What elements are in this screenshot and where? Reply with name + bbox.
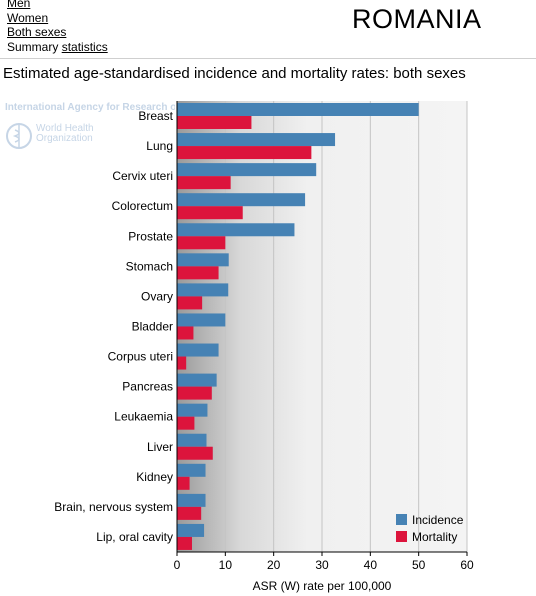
bar-incidence-corpus-uteri — [177, 343, 219, 357]
bar-mortality-stomach — [177, 266, 219, 280]
bar-mortality-lip-oral-cavity — [177, 536, 192, 550]
category-label-cervix-uteri: Cervix uteri — [112, 169, 173, 183]
chart-subtitle: Estimated age-standardised incidence and… — [3, 65, 466, 82]
bar-incidence-ovary — [177, 283, 229, 297]
header-divider — [0, 58, 536, 59]
summary-statistics-link[interactable]: statistics — [61, 39, 108, 54]
category-label-kidney: Kidney — [136, 470, 173, 484]
x-tick-label-30: 30 — [315, 558, 329, 572]
bar-incidence-colorectum — [177, 193, 306, 207]
bar-mortality-cervix-uteri — [177, 176, 231, 190]
category-label-corpus-uteri: Corpus uteri — [108, 350, 173, 364]
category-label-brain-nervous-system: Brain, nervous system — [54, 500, 173, 514]
sex-navigation: Men Women Both sexes Summary statistics — [7, 0, 108, 54]
bar-mortality-prostate — [177, 236, 226, 250]
bar-incidence-pancreas — [177, 373, 217, 387]
bar-mortality-brain-nervous-system — [177, 506, 202, 520]
legend-label-mortality: Mortality — [412, 530, 457, 544]
x-tick-label-10: 10 — [219, 558, 233, 572]
bar-incidence-lung — [177, 133, 336, 147]
x-tick-label-0: 0 — [174, 558, 181, 572]
bar-incidence-lip-oral-cavity — [177, 523, 205, 537]
bar-incidence-kidney — [177, 463, 206, 477]
category-label-liver: Liver — [147, 440, 173, 454]
category-label-bladder: Bladder — [132, 320, 173, 334]
women-link[interactable]: Women — [7, 10, 49, 25]
legend-swatch-incidence — [396, 514, 407, 525]
bar-mortality-ovary — [177, 296, 203, 310]
x-tick-label-60: 60 — [460, 558, 474, 572]
bar-incidence-liver — [177, 433, 207, 447]
bar-mortality-liver — [177, 446, 213, 460]
bar-incidence-breast — [177, 103, 419, 116]
category-label-ovary: Ovary — [141, 289, 173, 303]
bar-mortality-leukaemia — [177, 416, 195, 430]
category-label-lung: Lung — [146, 139, 173, 153]
category-label-colorectum: Colorectum — [112, 199, 173, 213]
category-label-leukaemia: Leukaemia — [114, 410, 173, 424]
category-label-pancreas: Pancreas — [122, 380, 173, 394]
category-label-prostate: Prostate — [128, 229, 173, 243]
bar-mortality-breast — [177, 116, 252, 129]
bar-mortality-corpus-uteri — [177, 356, 187, 370]
men-link[interactable]: Men — [7, 0, 31, 10]
category-label-stomach: Stomach — [126, 259, 173, 273]
country-title: ROMANIA — [352, 4, 482, 34]
legend-label-incidence: Incidence — [412, 513, 464, 527]
bar-mortality-kidney — [177, 476, 190, 490]
bar-incidence-cervix-uteri — [177, 163, 317, 177]
bar-mortality-bladder — [177, 326, 194, 340]
bar-mortality-pancreas — [177, 386, 212, 400]
bar-incidence-stomach — [177, 253, 229, 267]
bar-mortality-colorectum — [177, 206, 243, 220]
bar-incidence-bladder — [177, 313, 226, 327]
legend-swatch-mortality — [396, 531, 407, 542]
both-sexes-link[interactable]: Both sexes — [7, 25, 67, 39]
category-label-lip-oral-cavity: Lip, oral cavity — [96, 530, 173, 544]
x-tick-label-20: 20 — [267, 558, 281, 572]
x-tick-label-50: 50 — [412, 558, 426, 572]
bar-incidence-brain-nervous-system — [177, 493, 206, 507]
bar-incidence-leukaemia — [177, 403, 208, 417]
category-label-breast: Breast — [138, 109, 173, 123]
bar-mortality-lung — [177, 146, 312, 160]
x-axis-label: ASR (W) rate per 100,000 — [253, 579, 392, 593]
x-tick-label-40: 40 — [364, 558, 378, 572]
summary-label: Summary — [7, 39, 59, 54]
bar-incidence-prostate — [177, 223, 295, 237]
